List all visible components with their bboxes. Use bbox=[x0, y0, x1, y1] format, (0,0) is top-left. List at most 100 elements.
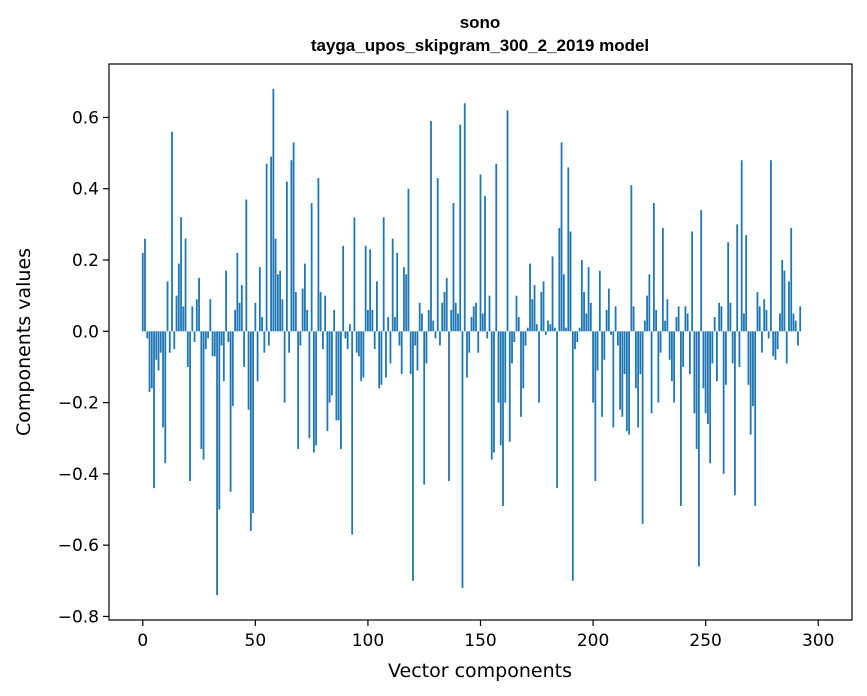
x-tick-label: 0 bbox=[137, 631, 148, 651]
bar-89 bbox=[342, 245, 345, 332]
bar-108 bbox=[385, 331, 387, 378]
bar-148 bbox=[475, 302, 477, 332]
bar-250 bbox=[704, 331, 707, 414]
bar-80 bbox=[321, 331, 324, 350]
bar-123 bbox=[418, 302, 421, 332]
bar-84 bbox=[331, 331, 333, 396]
bar-178 bbox=[542, 281, 545, 332]
bar-77 bbox=[315, 331, 318, 446]
bar-98 bbox=[362, 331, 365, 378]
bar-86 bbox=[335, 331, 338, 421]
bar-76 bbox=[312, 331, 315, 453]
bar-37 bbox=[225, 270, 227, 332]
bar-228 bbox=[655, 309, 658, 332]
bar-291 bbox=[797, 331, 799, 346]
bar-30 bbox=[209, 299, 212, 332]
bar-284 bbox=[781, 260, 784, 332]
bar-282 bbox=[776, 331, 779, 350]
bar-87 bbox=[337, 331, 340, 421]
bar-227 bbox=[652, 203, 655, 332]
bar-61 bbox=[279, 270, 282, 332]
bar-127 bbox=[427, 309, 430, 332]
bar-55 bbox=[265, 163, 268, 332]
bar-121 bbox=[414, 331, 417, 346]
bar-152 bbox=[484, 195, 486, 332]
bar-187 bbox=[562, 274, 565, 332]
bar-46 bbox=[245, 199, 248, 332]
bar-262 bbox=[731, 331, 734, 364]
bar-62 bbox=[281, 299, 284, 332]
bar-190 bbox=[569, 231, 572, 332]
bar-209 bbox=[612, 331, 615, 428]
bar-73 bbox=[306, 309, 309, 332]
bar-166 bbox=[515, 295, 518, 332]
bar-4 bbox=[150, 331, 153, 389]
bar-141 bbox=[459, 124, 462, 332]
bar-31 bbox=[211, 331, 214, 357]
bar-116 bbox=[403, 267, 405, 332]
bar-110 bbox=[389, 331, 392, 364]
bar-276 bbox=[763, 299, 766, 332]
bar-184 bbox=[556, 331, 558, 489]
bar-82 bbox=[326, 331, 329, 432]
bar-0 bbox=[141, 252, 144, 332]
bar-217 bbox=[630, 185, 633, 332]
bar-63 bbox=[283, 331, 286, 403]
bar-145 bbox=[468, 331, 471, 353]
bar-158 bbox=[497, 331, 500, 403]
bar-176 bbox=[538, 331, 540, 403]
bar-49 bbox=[252, 331, 254, 514]
bar-255 bbox=[716, 331, 718, 382]
bar-19 bbox=[184, 238, 187, 332]
bar-289 bbox=[792, 313, 795, 332]
bar-28 bbox=[204, 331, 207, 350]
bar-212 bbox=[619, 331, 621, 410]
bar-22 bbox=[191, 306, 194, 332]
y-tick-label: −0.2 bbox=[58, 394, 99, 414]
bar-51 bbox=[256, 331, 259, 382]
bar-149 bbox=[477, 331, 480, 353]
bar-41 bbox=[234, 309, 236, 332]
bar-68 bbox=[294, 292, 297, 332]
bar-251 bbox=[707, 331, 709, 424]
bar-257 bbox=[720, 306, 723, 332]
bar-129 bbox=[432, 320, 435, 332]
bar-100 bbox=[367, 309, 369, 332]
bar-97 bbox=[360, 331, 363, 382]
bar-159 bbox=[499, 331, 502, 446]
bar-239 bbox=[679, 331, 682, 506]
bar-161 bbox=[504, 331, 507, 403]
bar-167 bbox=[517, 317, 520, 332]
bar-246 bbox=[695, 331, 698, 449]
bar-85 bbox=[333, 309, 336, 332]
bar-131 bbox=[436, 178, 439, 332]
bar-191 bbox=[571, 331, 574, 581]
bar-224 bbox=[646, 295, 649, 332]
bar-240 bbox=[682, 331, 685, 367]
bar-132 bbox=[439, 331, 441, 346]
bar-57 bbox=[270, 156, 273, 332]
bar-119 bbox=[409, 331, 412, 375]
bar-195 bbox=[580, 260, 583, 332]
plot-frame bbox=[108, 63, 853, 621]
bar-234 bbox=[668, 331, 671, 360]
bar-225 bbox=[648, 274, 651, 332]
bar-144 bbox=[466, 331, 468, 378]
bar-75 bbox=[310, 203, 313, 332]
bar-266 bbox=[740, 160, 743, 332]
bar-197 bbox=[585, 313, 588, 332]
bar-235 bbox=[670, 331, 673, 382]
bar-111 bbox=[391, 238, 394, 332]
bar-29 bbox=[207, 331, 209, 339]
bar-83 bbox=[328, 331, 331, 403]
bar-43 bbox=[238, 302, 241, 332]
bar-268 bbox=[745, 235, 748, 332]
bar-142 bbox=[461, 331, 464, 588]
bar-261 bbox=[729, 302, 732, 332]
bar-151 bbox=[481, 313, 484, 332]
bar-128 bbox=[430, 121, 432, 332]
bar-273 bbox=[756, 292, 759, 332]
bar-260 bbox=[727, 242, 730, 332]
bar-292 bbox=[799, 306, 802, 332]
bar-203 bbox=[598, 270, 601, 332]
